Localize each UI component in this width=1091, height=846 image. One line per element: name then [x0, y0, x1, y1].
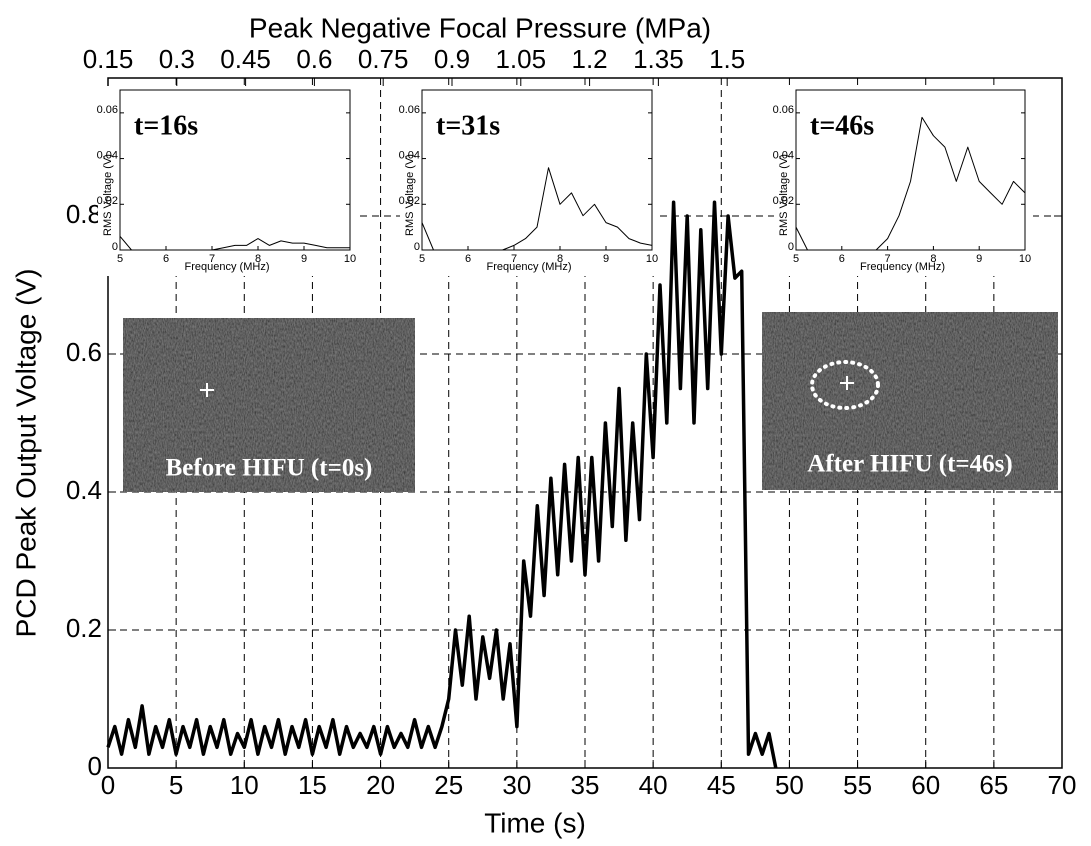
x-tick-label: 5	[793, 253, 799, 265]
inset-title: t=46s	[810, 110, 874, 141]
main-plot: 0 5 10 15 20 25 30 35 40 45 50 55 60 65 7000.20.40.60.…	[10, 12, 1076, 838]
x2-tick-label: 0.9	[434, 44, 470, 74]
y-tick-label: 0.02	[399, 195, 420, 207]
inset-x-label: Frequency (MHz)	[185, 261, 270, 273]
x-tick-label: 70	[1048, 770, 1077, 800]
x-tick-label: 8	[255, 253, 261, 265]
inset-background	[98, 86, 358, 276]
y-tick-label: 0.04	[97, 149, 118, 161]
image-caption: After HIFU (t=46s)	[807, 451, 1012, 478]
x-tick-label: 10	[1019, 253, 1031, 265]
x2-tick-label: 0.75	[358, 44, 409, 74]
y-axis-label: PCD Peak Output Voltage (V)	[10, 269, 41, 638]
x-tick-label: 20	[366, 770, 395, 800]
inset-y-label: RMS Voltage (V)	[778, 154, 790, 236]
x-tick-label: 65	[979, 770, 1008, 800]
x-tick-label: 10	[646, 253, 658, 265]
x-tick-label: 5	[169, 770, 183, 800]
x2-tick-label: 0.45	[220, 44, 271, 74]
x-axis-label: Time (s)	[484, 807, 586, 838]
image-texture	[762, 312, 1058, 490]
y-tick-label: 0.2	[66, 613, 102, 643]
x-tick-label: 60	[911, 770, 940, 800]
image-texture	[123, 318, 415, 492]
y-tick-label: 0.06	[773, 104, 794, 116]
inset-y-label: RMS Voltage (V)	[102, 154, 114, 236]
x-tick-label: 5	[419, 253, 425, 265]
y-tick-label: 0.02	[773, 195, 794, 207]
x-tick-label: 6	[163, 253, 169, 265]
insets: 5 6 7 8 9 10 0 0.02 0.04 0.06 Frequency (MHz) RMS V…	[97, 86, 1033, 276]
x-tick-label: 0	[101, 770, 115, 800]
y-tick-label: 0.06	[399, 104, 420, 116]
x-tick-label: 55	[843, 770, 872, 800]
x2-tick-label: 1.35	[633, 44, 684, 74]
y-tick-label: 0.8	[66, 199, 102, 229]
inset-x-label: Frequency (MHz)	[860, 261, 945, 273]
x2-axis-label: Peak Negative Focal Pressure (MPa)	[249, 12, 711, 43]
x2-tick-label: 0.6	[296, 44, 332, 74]
x-tick-label: 45	[707, 770, 736, 800]
x-tick-label: 50	[775, 770, 804, 800]
y-tick-label: 0.02	[97, 195, 118, 207]
x2-tick-label: 1.2	[572, 44, 608, 74]
x-tick-label: 40	[639, 770, 668, 800]
axes-frame	[119, 89, 351, 251]
x-tick-label: 15	[298, 770, 327, 800]
x2-tick-label: 1.05	[495, 44, 546, 74]
y-tick-label: 0	[88, 751, 102, 781]
y-tick-label: 0.04	[399, 149, 420, 161]
x-tick-label: 7	[209, 253, 215, 265]
x-tick-label: 10	[344, 253, 356, 265]
x-tick-label: 9	[301, 253, 307, 265]
inset-x-label: Frequency (MHz)	[487, 261, 572, 273]
x2-tick-label: 1.5	[709, 44, 745, 74]
x-tick-label: 8	[557, 253, 563, 265]
inset-background	[774, 86, 1033, 276]
axes-frame	[795, 89, 1026, 251]
crosshair	[200, 383, 214, 397]
lesion-outline	[810, 360, 880, 410]
x-tick-label: 35	[571, 770, 600, 800]
x-tick-label: 7	[511, 253, 517, 265]
y-tick-label: 0.6	[66, 337, 102, 367]
y-tick-label: 0.04	[773, 149, 794, 161]
x-tick-label: 9	[976, 253, 982, 265]
x2-tick-label: 0.3	[159, 44, 195, 74]
y-tick-label: 0	[112, 241, 118, 253]
x-tick-label: 25	[434, 770, 463, 800]
image-caption: Before HIFU (t=0s)	[166, 455, 373, 482]
x2-tick-label: 0.15	[83, 44, 134, 74]
x-tick-label: 6	[465, 253, 471, 265]
x-tick-label: 5	[117, 253, 123, 265]
x-tick-label: 10	[230, 770, 259, 800]
y-tick-label: 0	[788, 241, 794, 253]
inset-title: t=31s	[436, 110, 500, 141]
y-tick-label: 0.4	[66, 475, 102, 505]
axes-frame	[421, 89, 653, 251]
y-tick-label: 0.06	[97, 104, 118, 116]
inset-background	[400, 86, 660, 276]
x-tick-label: 30	[502, 770, 531, 800]
ultrasound-images: Before HIFU (t=0s) After HIFU (t=46s)	[123, 312, 1058, 492]
crosshair	[840, 376, 854, 390]
x-tick-label: 8	[930, 253, 936, 265]
x-tick-label: 9	[603, 253, 609, 265]
x-tick-label: 7	[885, 253, 891, 265]
inset-y-label: RMS Voltage (V)	[404, 154, 416, 236]
inset-title: t=16s	[134, 110, 198, 141]
data-line	[106, 200, 778, 769]
x-tick-label: 6	[839, 253, 845, 265]
y-tick-label: 0	[414, 241, 420, 253]
